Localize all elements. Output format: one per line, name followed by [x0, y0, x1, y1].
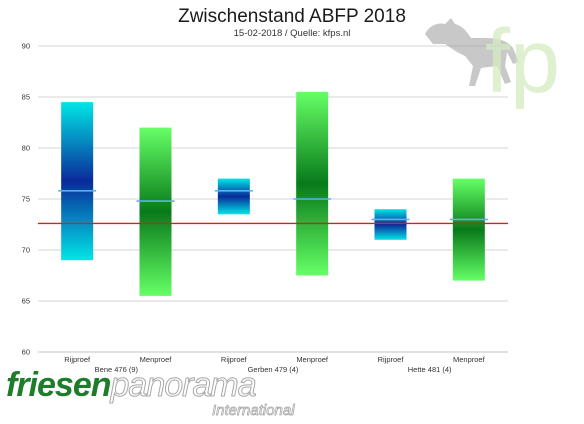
category-label: Menproef [140, 355, 173, 364]
range-bar-rijproef [217, 178, 250, 215]
y-tick-label: 70 [22, 246, 30, 255]
fp-brand-logo: fp [425, 12, 560, 109]
y-tick-label: 85 [22, 93, 30, 102]
range-bar-menproef [452, 178, 485, 281]
group-label: Gerben 479 (4) [248, 365, 299, 374]
brand-mark: fp [485, 12, 560, 109]
range-bar-rijproef [374, 209, 407, 240]
x-axis-categories: Rijproef Menproef Rijproef Menproef Rijproef… [64, 355, 485, 374]
y-tick-label: 60 [22, 348, 30, 357]
chart-subtitle: 15-02-2018 / Quelle: kfps.nl [233, 28, 351, 39]
logo-international: International [212, 402, 295, 420]
range-bar-menproef [139, 127, 172, 296]
friesenpanorama-logo: friesenpanorama [6, 366, 257, 404]
horse-silhouette-icon [425, 18, 519, 86]
logo-word-panorama: panorama [110, 366, 257, 404]
gridlines [38, 45, 508, 353]
chart-title: Zwischenstand ABFP 2018 [178, 6, 406, 27]
logo-word-friesen: friesen [6, 366, 111, 404]
category-label: Rijproef [378, 355, 405, 364]
group-label: Bene 476 (9) [95, 365, 139, 374]
category-label: Rijproef [221, 355, 248, 364]
y-axis-ticks: 60 65 70 75 80 85 90 [22, 42, 30, 357]
range-bar-rijproef [61, 102, 94, 261]
category-label: Menproef [453, 355, 486, 364]
y-tick-label: 65 [22, 297, 30, 306]
category-label: Rijproef [64, 355, 91, 364]
y-tick-label: 75 [22, 195, 30, 204]
y-tick-label: 90 [22, 42, 30, 51]
group-label: Hette 481 (4) [408, 365, 452, 374]
range-bar-menproef [296, 91, 329, 276]
y-tick-label: 80 [22, 144, 30, 153]
category-label: Menproef [296, 355, 329, 364]
bars [38, 91, 508, 296]
